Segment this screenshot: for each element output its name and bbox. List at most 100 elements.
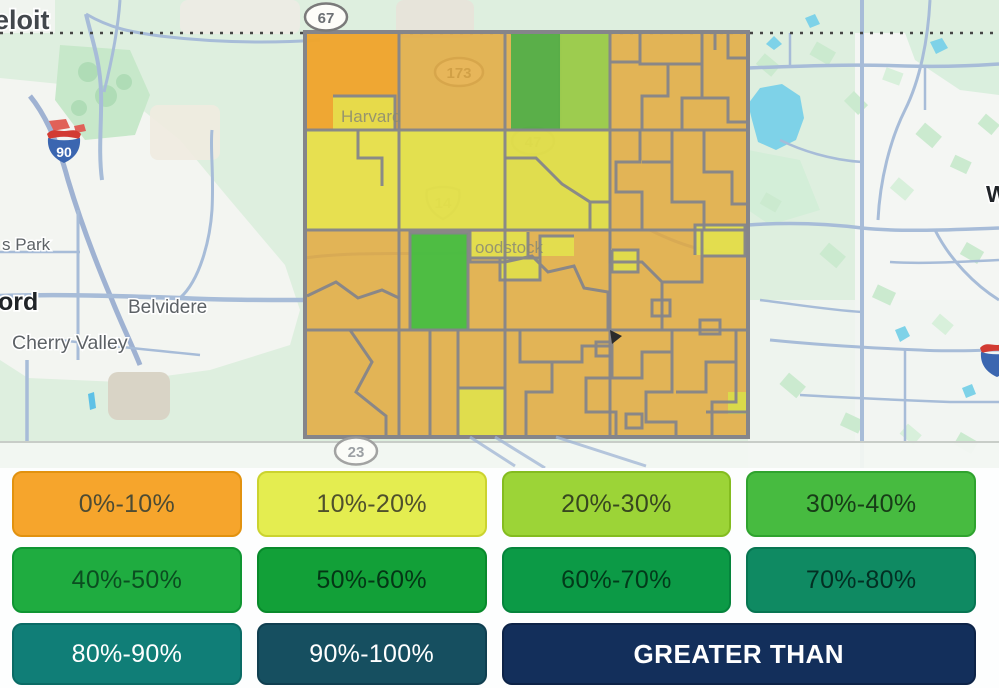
overlay-cell[interactable]	[728, 392, 748, 414]
interstate-shield-90-top	[47, 130, 81, 139]
map-road	[178, 129, 215, 300]
map-tree-spot	[71, 100, 87, 116]
map-road	[769, 338, 999, 353]
small-black-marker	[610, 330, 622, 344]
map-green-patch	[931, 313, 954, 336]
map-green-patch	[871, 284, 897, 306]
map-urban-patch	[0, 0, 55, 33]
legend-button-label: 20%-30%	[561, 489, 672, 518]
legend-button-30-40[interactable]: 30%-40%	[746, 471, 976, 537]
legend-button-80-90[interactable]: 80%-90%	[12, 623, 242, 685]
map-road	[933, 229, 999, 302]
map-green-patch	[755, 53, 781, 77]
overlay-tract-lines	[348, 298, 748, 437]
legend-button-50-60[interactable]: 50%-60%	[256, 547, 487, 613]
route-shield-67	[303, 2, 349, 32]
map-green-patch	[882, 67, 904, 86]
map-road	[84, 13, 104, 181]
interstate-shield-90-body	[47, 138, 81, 163]
map-red-patch	[74, 124, 86, 133]
legend-button-label: 30%-40%	[805, 489, 917, 518]
interstate-shield-90-label: 90	[56, 144, 72, 160]
map-road	[759, 298, 863, 314]
map-road	[0, 292, 308, 303]
map-road	[799, 393, 999, 404]
legend-button-label: 10%-20%	[316, 489, 427, 518]
map-green-patch	[819, 242, 846, 269]
legend-button-0-10[interactable]: 0%-10%	[12, 471, 242, 537]
map-water	[930, 38, 948, 54]
map-label-rockford: ord	[0, 288, 38, 316]
legend-button-90-100[interactable]: 90%-100%	[256, 623, 487, 685]
map-label-park: s Park	[2, 235, 51, 254]
legend-button-60-70[interactable]: 60%-70%	[501, 547, 732, 613]
legend-panel: 0%-10% 10%-20% 20%-30% 30%-40% 40%-50% 5…	[0, 468, 999, 688]
overlay-cell[interactable]	[500, 258, 540, 280]
overlay-cell[interactable]	[470, 232, 528, 258]
legend-button-label: 70%-80%	[805, 565, 917, 594]
legend-button-label: 40%-50%	[71, 565, 183, 594]
map-terrain-patch	[150, 105, 220, 160]
legend-button-greater-than[interactable]: GREATER THAN	[501, 623, 976, 685]
legend-button-label: 50%-60%	[316, 565, 427, 594]
legend-button-label: 80%-90%	[71, 639, 183, 668]
overlay-tract-lines	[614, 130, 748, 230]
map-road	[85, 12, 321, 44]
map-green-patch	[759, 192, 782, 213]
map-road	[876, 0, 932, 221]
overlay-cell[interactable]	[305, 130, 399, 230]
map-water	[895, 326, 910, 342]
map-label-belvidere: Belvidere	[128, 297, 207, 318]
overlay-cell[interactable]	[458, 388, 505, 437]
route-shield-67-label: 67	[318, 10, 335, 27]
map-label-harvard: Harvard	[341, 107, 401, 126]
overlay-tract-lines	[408, 223, 748, 330]
map-road	[747, 221, 999, 233]
map-road	[102, 0, 122, 93]
map-label-cherry-valley: Cherry Valley	[12, 332, 128, 354]
legend-button-20-30[interactable]: 20%-30%	[501, 471, 732, 537]
route-shield-23	[333, 436, 379, 466]
map-tree-spot	[78, 62, 98, 82]
map-lake	[748, 84, 804, 150]
map-green-patch	[915, 122, 942, 149]
map-green-patch	[977, 113, 999, 136]
map-green-patch	[959, 241, 985, 265]
map-green-area	[905, 33, 999, 95]
map-canvas[interactable]: 1734714Harvardoodstock672390eloits Parko…	[0, 0, 999, 468]
legend-button-10-20[interactable]: 10%-20%	[256, 471, 487, 537]
interstate-shield-partial-top	[980, 344, 999, 353]
legend-button-label: 60%-70%	[561, 565, 672, 594]
map-road	[59, 338, 201, 357]
overlay-cell[interactable]	[540, 236, 574, 256]
map-label-woodstock: oodstock	[475, 238, 544, 257]
map-water	[88, 392, 96, 410]
map-label-beloit: eloit	[0, 5, 50, 35]
map-red-patch	[48, 119, 70, 131]
map-terrain-patch	[108, 372, 170, 420]
overlay-cell[interactable]	[511, 32, 560, 130]
legend-button-label: 90%-100%	[309, 639, 434, 668]
map-green-patch	[809, 41, 837, 66]
map-tree-spot	[116, 74, 132, 90]
legend-button-40-50[interactable]: 40%-50%	[12, 547, 242, 613]
map-green-patch	[779, 372, 806, 399]
legend-button-label: 0%-10%	[78, 489, 176, 518]
overlay-cell[interactable]	[560, 32, 610, 130]
map-road	[889, 258, 999, 265]
map-terrain-patch	[180, 0, 300, 34]
overlay-cell[interactable]	[399, 130, 505, 230]
overlay-cell[interactable]	[410, 233, 468, 330]
map-road	[469, 435, 647, 468]
map-water	[766, 36, 782, 50]
map-water	[805, 14, 820, 28]
map-road	[788, 33, 927, 110]
overlay-cell[interactable]	[333, 96, 395, 130]
map-green-patch	[839, 412, 865, 434]
legend-button-70-80[interactable]: 70%-80%	[746, 547, 976, 613]
map-water	[962, 384, 976, 398]
overlay-tract-lines	[610, 32, 748, 130]
map-road	[779, 138, 863, 164]
map-label-w-partial: W	[986, 181, 999, 207]
